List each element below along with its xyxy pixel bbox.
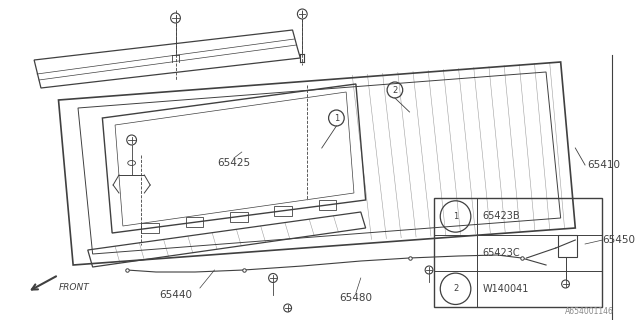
Text: 2: 2 — [453, 284, 458, 293]
Bar — [557, 235, 577, 257]
Text: 65423B: 65423B — [483, 212, 520, 221]
Text: 65480: 65480 — [339, 293, 372, 303]
Text: FRONT: FRONT — [58, 283, 89, 292]
Text: A654001146: A654001146 — [565, 307, 614, 316]
Text: 65425: 65425 — [218, 158, 251, 168]
Text: 65450: 65450 — [603, 235, 636, 245]
Text: 65410: 65410 — [587, 160, 620, 170]
Text: 1: 1 — [334, 114, 339, 123]
Text: 2: 2 — [392, 85, 397, 94]
Bar — [434, 198, 602, 307]
Text: 1: 1 — [453, 212, 458, 221]
Text: 65423C: 65423C — [483, 248, 520, 258]
Text: 65440: 65440 — [159, 290, 192, 300]
Text: W140041: W140041 — [483, 284, 529, 294]
